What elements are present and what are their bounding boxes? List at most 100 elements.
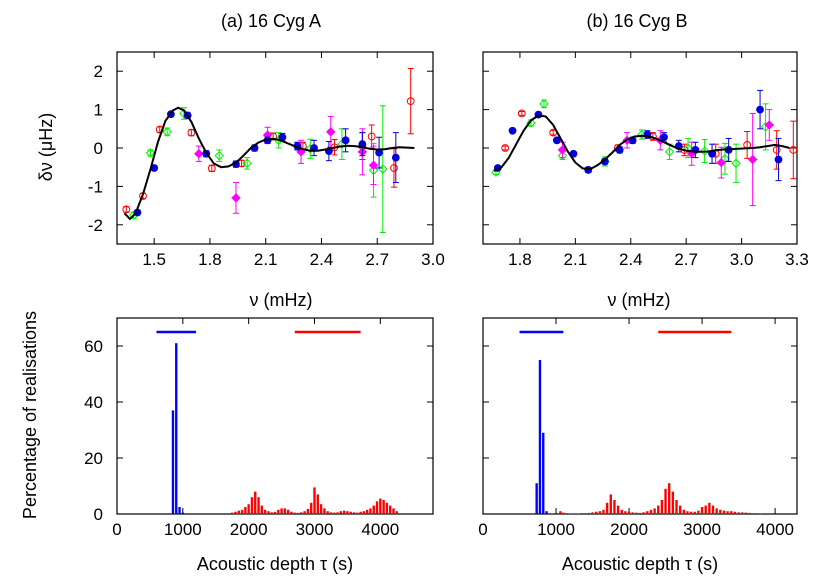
plot-frame [116, 51, 434, 245]
data-point [162, 127, 172, 137]
histogram-bar [642, 512, 645, 514]
histogram-bar [329, 512, 333, 514]
data-point [774, 155, 783, 164]
histogram-bar [313, 487, 316, 514]
histogram-bar [562, 512, 565, 514]
histogram-bar [300, 512, 303, 514]
data-point [406, 97, 415, 106]
histogram-bar [689, 511, 693, 514]
data-point [367, 132, 376, 141]
x-tick-label: 3000 [296, 520, 334, 539]
x-tick-label: 3.0 [730, 250, 754, 269]
x-tick-label: 2.1 [564, 250, 588, 269]
data-point [187, 128, 196, 137]
data-point [326, 127, 336, 137]
histogram-bar [379, 498, 382, 514]
x-tick-label: 3.3 [785, 250, 809, 269]
histogram-bar [697, 510, 700, 514]
data-point [552, 136, 561, 145]
data-point [756, 105, 764, 114]
data-point [683, 143, 693, 153]
x-tick-label: 1.8 [198, 250, 222, 269]
histogram-bar [613, 500, 616, 514]
histogram-bar [733, 511, 737, 514]
histogram-bar [616, 505, 620, 514]
histogram-bar [595, 511, 598, 514]
histogram-bar [359, 511, 362, 514]
histogram-bar [660, 500, 664, 514]
histogram-bar [737, 512, 740, 514]
histogram-bar [333, 512, 336, 514]
histogram-bar [267, 511, 270, 514]
histogram-bar [263, 509, 267, 514]
y-tick-label: 0 [94, 505, 103, 524]
histogram-bar [755, 513, 759, 514]
histogram-bar [631, 512, 634, 514]
histogram-bar [389, 505, 392, 514]
histogram-bar [310, 502, 313, 514]
histogram-bar [598, 511, 602, 514]
data-point [368, 160, 379, 170]
x-tick-label: 2000 [230, 520, 268, 539]
x-tick-label: 3000 [683, 520, 721, 539]
histogram-bar [369, 508, 372, 514]
y-tick-label: 0 [94, 139, 103, 158]
histogram-bar [708, 502, 711, 514]
histogram-bar [609, 494, 612, 514]
bottom-left-xlabel: Acoustic depth τ (s) [197, 554, 353, 574]
data-point [772, 146, 781, 154]
x-tick-label: 4000 [756, 520, 794, 539]
x-tick-label: 3.0 [421, 250, 445, 269]
histogram-bar [535, 483, 538, 514]
histogram-bar [375, 501, 379, 514]
histogram-bar [234, 511, 237, 514]
histogram-bar [678, 505, 682, 514]
histogram-bar [349, 511, 352, 514]
histogram-bar [254, 491, 257, 514]
histogram-bar [700, 507, 704, 514]
histogram-bar [339, 511, 343, 514]
histogram-bar [286, 509, 290, 514]
y-tick-label: 60 [84, 337, 103, 356]
histogram-bar [303, 511, 306, 514]
histogram-bar [664, 488, 667, 514]
histogram-bar [336, 512, 339, 514]
histogram-bar [283, 508, 287, 514]
histogram-bar [719, 509, 722, 514]
histogram-bar [704, 505, 707, 514]
histogram-bar [649, 509, 653, 514]
histogram-bar [675, 500, 678, 514]
plot-a-top: 1.5 1.8 2.1 2.4 2.7 3.0 2 1 0 -1 -2 [88, 51, 445, 269]
x-tick-label: 1000 [537, 520, 575, 539]
data-point [664, 147, 675, 157]
histogram-bar [542, 432, 545, 514]
histogram-bar [671, 491, 675, 514]
x-tick-label: 4000 [361, 520, 399, 539]
histogram-bar [356, 512, 359, 514]
data-point [557, 150, 568, 161]
histogram-bar [240, 509, 244, 514]
x-tick-label: 2.1 [254, 250, 278, 269]
histogram-bar [752, 513, 755, 514]
histogram-bar [392, 508, 395, 514]
histogram-bar [569, 513, 572, 514]
histogram-bar [759, 513, 762, 514]
histogram-bar [171, 410, 175, 514]
histogram-bar [711, 505, 715, 514]
data-point [194, 149, 204, 159]
histogram-bar [247, 504, 250, 514]
histogram-bar [741, 512, 744, 514]
histogram-bar [538, 360, 542, 514]
histogram-bar [273, 511, 277, 514]
histogram-bar [372, 505, 375, 514]
fit-curve [123, 106, 415, 221]
data-point [731, 158, 741, 169]
histogram-bar [726, 511, 729, 514]
data-point [501, 144, 510, 152]
histogram-bar [587, 512, 591, 514]
x-tick-label: 1000 [164, 520, 202, 539]
data-point [517, 109, 526, 118]
x-tick-label: 2.4 [619, 250, 643, 269]
histogram-bar [620, 509, 623, 514]
